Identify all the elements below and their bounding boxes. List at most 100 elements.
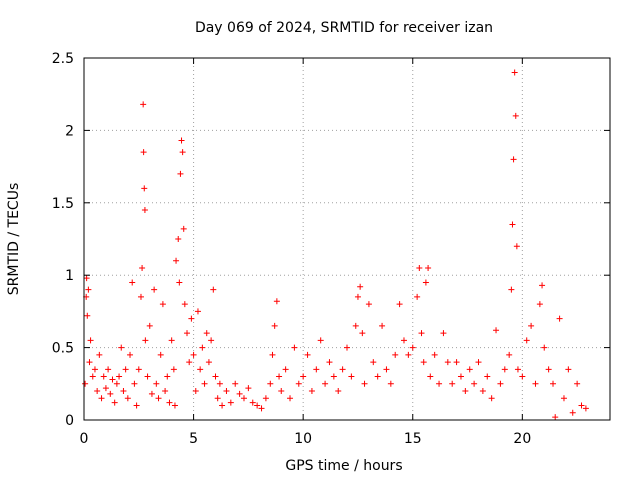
data-point (84, 312, 91, 319)
data-point (317, 337, 324, 344)
x-axis-label: GPS time / hours (285, 458, 402, 474)
data-point (556, 315, 563, 322)
y-tick-label: 1.5 (52, 196, 74, 212)
data-point (374, 373, 381, 380)
data-point (89, 373, 96, 380)
data-point (180, 225, 187, 232)
data-point (560, 395, 567, 402)
data-point (420, 359, 427, 366)
data-point (352, 322, 359, 329)
data-point (176, 279, 183, 286)
data-point (166, 399, 173, 406)
data-points (82, 69, 589, 421)
data-point (313, 366, 320, 373)
data-point (142, 337, 149, 344)
data-point (192, 388, 199, 395)
data-point (508, 286, 515, 293)
data-point (140, 101, 147, 108)
data-point (139, 264, 146, 271)
data-point (392, 351, 399, 358)
data-point (171, 402, 178, 409)
data-point (466, 366, 473, 373)
data-point (282, 366, 289, 373)
data-point (129, 279, 136, 286)
data-point (219, 402, 226, 409)
data-point (201, 380, 208, 387)
data-point (170, 366, 177, 373)
data-point (94, 388, 101, 395)
data-point (83, 275, 90, 282)
data-point (400, 337, 407, 344)
data-point (116, 373, 123, 380)
y-tick-label: 0.5 (52, 341, 74, 357)
plot-border (83, 57, 611, 421)
data-point (569, 409, 576, 416)
data-point (453, 359, 460, 366)
data-point (162, 388, 169, 395)
data-point (151, 286, 158, 293)
data-point (501, 366, 508, 373)
data-point (409, 344, 416, 351)
data-point (168, 337, 175, 344)
data-point (361, 380, 368, 387)
data-point (208, 337, 215, 344)
data-point (379, 322, 386, 329)
x-tick-label: 20 (513, 431, 531, 447)
data-point (155, 395, 162, 402)
data-point (131, 380, 138, 387)
data-point (308, 388, 315, 395)
data-point (322, 380, 329, 387)
data-point (91, 366, 98, 373)
data-point (449, 380, 456, 387)
y-tick-label: 2 (65, 123, 74, 139)
data-point (190, 351, 197, 358)
data-point (278, 388, 285, 395)
data-point (181, 301, 188, 308)
data-point (344, 344, 350, 351)
data-point (304, 351, 311, 358)
data-point (519, 373, 526, 380)
data-point (541, 344, 548, 351)
data-point (444, 359, 451, 366)
data-point (85, 286, 92, 293)
data-point (387, 380, 394, 387)
data-point (550, 380, 557, 387)
data-point (186, 359, 193, 366)
data-point (528, 322, 535, 329)
data-point (431, 351, 438, 358)
data-point (258, 405, 265, 412)
data-point (87, 337, 94, 344)
data-point (532, 380, 539, 387)
data-point (462, 388, 469, 395)
data-point (574, 380, 581, 387)
data-point (96, 351, 103, 358)
data-point (232, 380, 239, 387)
data-point (236, 390, 243, 397)
data-point (514, 366, 521, 373)
data-point (276, 373, 283, 380)
data-point (135, 366, 142, 373)
data-point (267, 380, 274, 387)
data-point (511, 69, 518, 76)
data-point (509, 221, 516, 228)
data-point (159, 301, 166, 308)
data-point (254, 402, 261, 409)
data-point (120, 388, 127, 395)
data-point (210, 286, 217, 293)
data-point (100, 373, 107, 380)
data-point (506, 351, 513, 358)
data-point (436, 380, 443, 387)
data-point (484, 373, 491, 380)
data-point (479, 388, 486, 395)
data-point (545, 366, 552, 373)
data-point (137, 293, 144, 300)
data-point (348, 373, 355, 380)
data-point (86, 359, 93, 366)
data-point (194, 308, 201, 315)
data-point (339, 366, 346, 373)
data-point (416, 264, 423, 271)
data-point (418, 330, 425, 337)
data-point (365, 301, 372, 308)
data-point (98, 395, 105, 402)
